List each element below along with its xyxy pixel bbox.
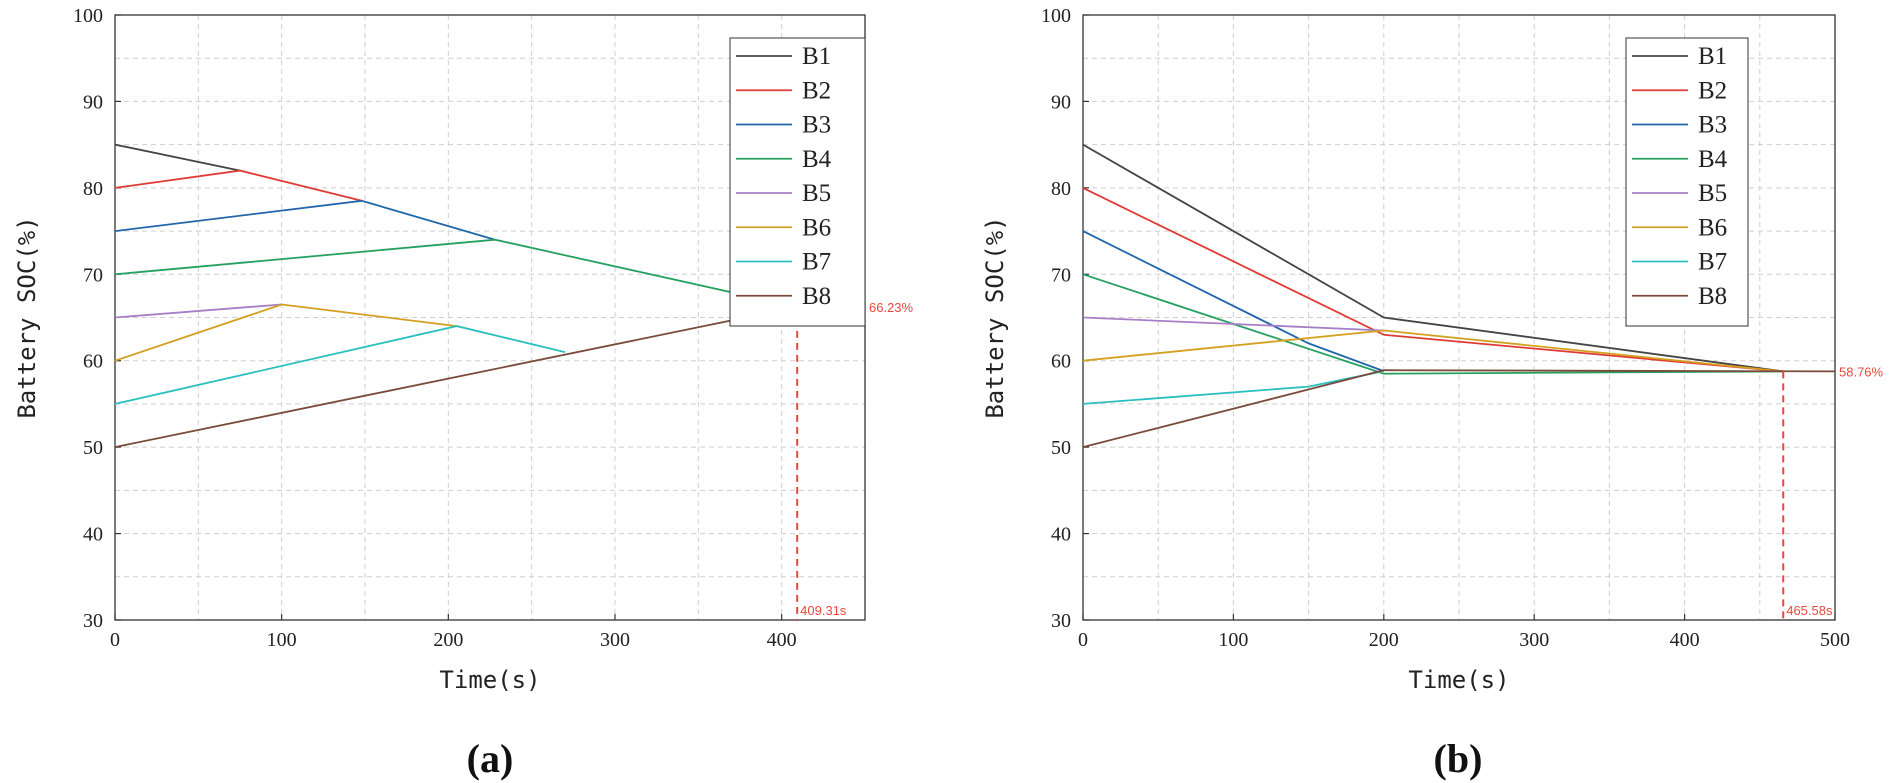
y-tick-label: 70	[83, 264, 103, 286]
series-line-b1	[114, 143, 241, 172]
series-line-b4	[1082, 273, 1784, 375]
x-tick-label: 300	[1519, 629, 1549, 651]
series-line-b2	[1082, 187, 1784, 373]
y-tick-label: 40	[83, 524, 103, 546]
x-tick-label: 400	[767, 629, 797, 651]
legend-label-b3: B3	[1698, 112, 1727, 139]
legend-label-b6: B6	[802, 214, 831, 241]
legend-label-b4: B4	[1698, 146, 1728, 173]
legend: B1 B2 B3 B4 B5 B6 B7 B8	[729, 37, 866, 327]
legend-label-b1: B1	[1698, 43, 1727, 70]
legend-label-b4: B4	[802, 146, 832, 173]
series-line-b6	[114, 303, 457, 362]
y-tick-label: 90	[83, 91, 103, 113]
y-tick-label: 80	[1051, 178, 1071, 200]
grid	[1083, 15, 1835, 620]
legend-label-b3: B3	[802, 112, 831, 139]
figure-caption: (b)	[1434, 736, 1483, 781]
x-tick-label: 0	[110, 629, 120, 651]
marker-x-label: 465.58s	[1786, 603, 1833, 618]
x-tick-label: 100	[1218, 629, 1248, 651]
legend: B1 B2 B3 B4 B5 B6 B7 B8	[1625, 37, 1749, 327]
legend-label-b5: B5	[802, 180, 831, 207]
series-line-b6	[1082, 329, 1784, 373]
y-tick-label: 30	[83, 610, 103, 632]
marker-y-label: 58.76%	[1839, 364, 1884, 379]
y-tick-label: 50	[1051, 437, 1071, 459]
y-tick-label: 60	[83, 351, 103, 373]
series-line-b4	[114, 238, 798, 308]
series-line-b5	[1082, 316, 1384, 332]
series-line-b8	[114, 305, 865, 448]
legend-label-b7: B7	[1698, 249, 1727, 276]
x-tick-label: 100	[267, 629, 297, 651]
y-axis-label: Battery SOC(%)	[981, 216, 1009, 418]
series-line-b8	[1082, 369, 1836, 448]
chart-b: 0 100 200 300 400 500 30 40 50 60 70 80 90 100 Time(s)…	[981, 5, 1884, 781]
legend-label-b2: B2	[802, 77, 831, 104]
series-line-b5	[114, 303, 282, 319]
legend-box	[729, 37, 866, 327]
y-tick-label: 30	[1051, 610, 1071, 632]
legend-label-b5: B5	[1698, 180, 1727, 207]
legend-label-b6: B6	[1698, 214, 1727, 241]
legend-label-b7: B7	[802, 249, 831, 276]
y-tick-label: 50	[83, 437, 103, 459]
legend-label-b2: B2	[1698, 77, 1727, 104]
series-line-b2	[114, 169, 362, 202]
series-line-b1	[1082, 143, 1784, 373]
marker-x-label: 409.31s	[800, 603, 847, 618]
x-tick-label: 200	[433, 629, 463, 651]
y-tick-label: 100	[73, 5, 103, 27]
y-tick-label: 90	[1051, 91, 1071, 113]
y-tick-label: 70	[1051, 264, 1071, 286]
x-tick-label: 300	[600, 629, 630, 651]
chart-a: 0 100 200 300 400 30 40 50 60 70 80 90 100 Time(s) Bat…	[13, 5, 914, 781]
y-tick-label: 80	[83, 178, 103, 200]
series-line-b7	[114, 325, 566, 405]
ticks: 0 100 200 300 400 30 40 50 60 70 80 90 100	[73, 5, 797, 651]
figure-caption: (a)	[467, 736, 514, 781]
marker-y-label: 66.23%	[869, 300, 914, 315]
y-axis-label: Battery SOC(%)	[13, 216, 41, 418]
y-tick-label: 60	[1051, 351, 1071, 373]
x-axis-label: Time(s)	[439, 666, 540, 694]
ticks: 0 100 200 300 400 500 30 40 50 60 70 80 90 100	[1041, 5, 1850, 651]
x-axis-label: Time(s)	[1408, 666, 1509, 694]
series-line-b3	[1082, 230, 1385, 372]
x-tick-label: 400	[1670, 629, 1700, 651]
y-tick-label: 40	[1051, 524, 1071, 546]
x-tick-label: 500	[1820, 629, 1850, 651]
legend-label-b1: B1	[802, 43, 831, 70]
x-tick-label: 0	[1078, 629, 1088, 651]
x-tick-label: 200	[1369, 629, 1399, 651]
series-group	[1082, 143, 1836, 448]
legend-box	[1625, 37, 1749, 327]
legend-label-b8: B8	[1698, 283, 1727, 310]
legend-label-b8: B8	[802, 283, 831, 310]
y-tick-label: 100	[1041, 5, 1071, 27]
series-line-b3	[114, 199, 496, 241]
